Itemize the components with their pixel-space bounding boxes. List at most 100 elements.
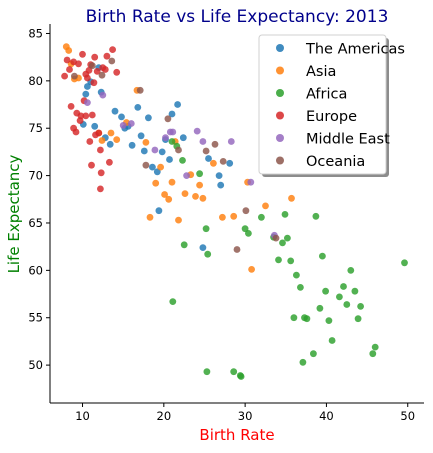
data-point: [70, 58, 77, 66]
legend-box: [258, 34, 387, 175]
data-point: [211, 140, 219, 148]
data-point: [166, 156, 173, 163]
data-point: [319, 252, 326, 260]
series-africa: [168, 138, 408, 380]
data-point: [119, 122, 127, 129]
data-point: [164, 115, 172, 123]
data-point: [82, 112, 90, 120]
data-point: [67, 103, 75, 110]
series-oceania: [71, 57, 280, 253]
data-point: [343, 301, 351, 308]
data-point: [137, 132, 145, 140]
x-tick-label: 30: [238, 409, 253, 423]
data-point: [109, 46, 116, 53]
y-tick-label: 60: [28, 263, 43, 277]
data-point: [140, 147, 148, 155]
data-point: [230, 368, 238, 376]
legend-marker-the-americas: [276, 44, 284, 52]
data-point: [310, 350, 317, 358]
data-point: [284, 234, 291, 242]
data-points-layer: [61, 43, 408, 380]
data-point: [168, 138, 176, 145]
data-point: [151, 146, 159, 154]
data-point: [165, 195, 173, 203]
data-point: [328, 337, 336, 344]
data-point: [136, 86, 144, 94]
data-point: [242, 207, 250, 215]
data-point: [288, 194, 295, 202]
data-point: [91, 122, 99, 130]
y-tick-label: 65: [28, 216, 43, 230]
data-point: [281, 211, 289, 218]
data-point: [287, 257, 295, 265]
y-ticks: 50 55 60 65 70 75 80 85: [28, 26, 50, 372]
data-point: [88, 111, 96, 119]
data-point: [203, 368, 211, 376]
data-point: [93, 68, 101, 75]
data-point: [205, 155, 212, 162]
data-point: [88, 62, 96, 70]
y-tick-label: 50: [28, 358, 43, 372]
data-point: [290, 314, 298, 322]
data-point: [86, 138, 94, 145]
legend-marker-oceania: [276, 156, 284, 165]
legend-marker-middle-east: [276, 134, 284, 142]
data-point: [219, 158, 227, 165]
axes-layer: [49, 24, 424, 404]
data-point: [98, 71, 106, 79]
legend-label-middle-east: Middle East: [306, 132, 390, 148]
data-point: [113, 68, 121, 76]
data-point: [192, 193, 199, 200]
data-point: [351, 287, 359, 295]
data-point: [293, 271, 300, 279]
chart-title: Birth Rate vs Life Expectancy: 2013: [86, 7, 389, 27]
data-point: [174, 101, 182, 108]
legend-label-asia: Asia: [306, 64, 336, 80]
y-tick-label: 75: [28, 121, 43, 135]
data-point: [127, 120, 135, 127]
data-point: [134, 104, 142, 111]
data-point: [247, 178, 255, 186]
data-point: [169, 298, 177, 305]
data-point: [85, 67, 93, 74]
data-point: [202, 225, 210, 233]
legend-label-oceania: Oceania: [306, 154, 365, 170]
legend-label-europe: Europe: [306, 109, 357, 125]
data-point: [272, 234, 280, 242]
data-point: [152, 179, 160, 187]
data-point: [196, 181, 204, 189]
x-tick-label: 20: [157, 409, 172, 423]
data-point: [297, 284, 304, 291]
data-point: [108, 57, 116, 65]
data-point: [227, 138, 235, 145]
data-point: [90, 79, 98, 87]
data-point: [158, 148, 166, 156]
data-point: [97, 169, 105, 177]
data-point: [99, 91, 107, 99]
data-point: [161, 191, 169, 198]
data-point: [230, 212, 238, 220]
data-point: [401, 259, 408, 267]
data-point: [199, 194, 207, 202]
data-point: [226, 159, 234, 167]
data-point: [371, 343, 379, 351]
data-point: [128, 141, 136, 149]
data-point: [106, 140, 114, 148]
data-point: [106, 158, 113, 166]
data-point: [168, 178, 176, 186]
data-point: [97, 146, 104, 154]
data-point: [65, 47, 73, 54]
data-point: [322, 287, 329, 295]
data-point: [84, 99, 91, 106]
data-point: [72, 128, 80, 136]
data-point: [357, 303, 364, 310]
data-point: [113, 136, 121, 144]
legend-items: The Americas Asia Africa Europe Middle East O…: [276, 42, 405, 170]
data-point: [63, 56, 71, 64]
data-point: [202, 147, 210, 155]
data-point: [61, 72, 68, 80]
data-point: [336, 293, 343, 301]
data-point: [95, 129, 103, 137]
data-point: [107, 129, 115, 137]
